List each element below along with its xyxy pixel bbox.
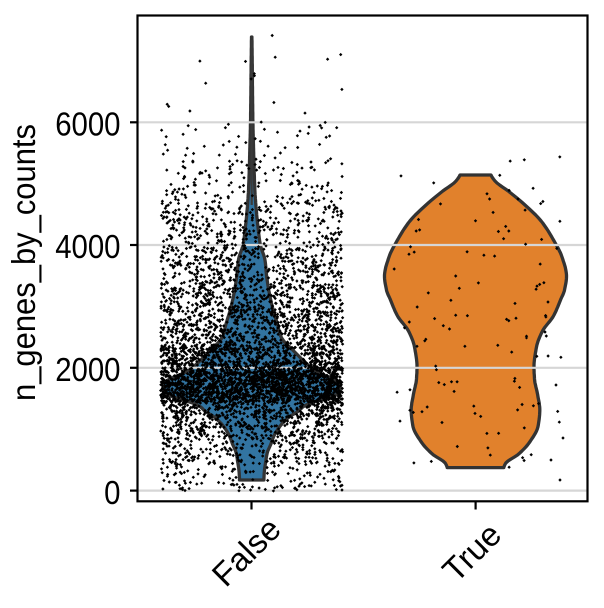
svg-text:6000: 6000 bbox=[55, 106, 120, 143]
svg-text:4000: 4000 bbox=[55, 229, 120, 266]
svg-text:n_genes_by_counts: n_genes_by_counts bbox=[5, 124, 42, 401]
svg-text:0: 0 bbox=[104, 474, 120, 511]
svg-text:2000: 2000 bbox=[55, 351, 120, 388]
